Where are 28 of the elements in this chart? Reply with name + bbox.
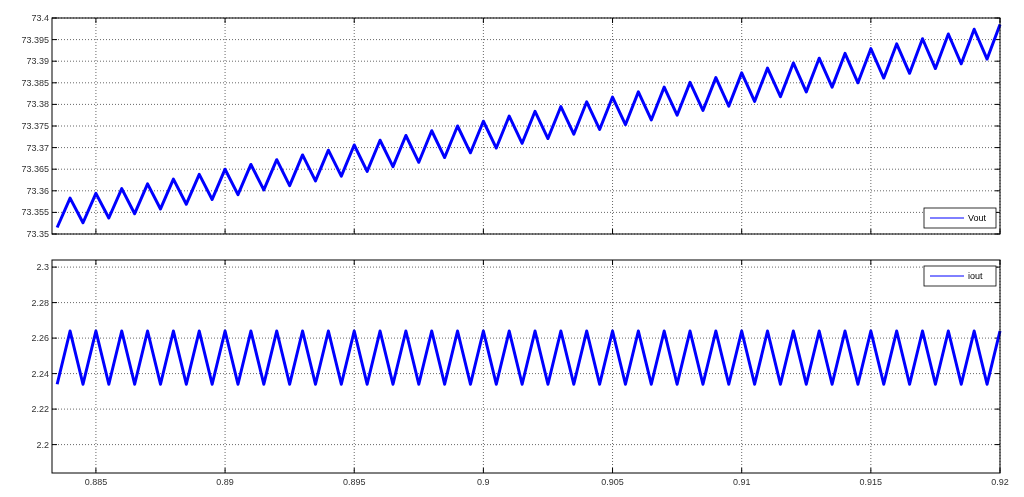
y-tick-label: 2.2 [36,439,49,450]
y-tick-label: 73.395 [21,34,49,45]
x-tick-label: 0.92 [991,477,1009,487]
x-tick-label: 0.885 [84,477,108,487]
y-tick-label: 73.38 [26,99,49,110]
y-tick-label: 73.375 [21,121,49,131]
x-tick-label: 0.9 [477,477,490,487]
y-tick-label: 2.22 [31,404,49,415]
y-tick-label: 2.26 [31,333,49,344]
x-tick-label: 0.915 [859,477,883,487]
y-tick-label: 73.35 [26,229,49,239]
x-tick-label: 0.89 [216,477,234,487]
y-tick-label: 73.355 [21,207,49,218]
legend-label: iout [968,271,984,281]
x-tick-label: 0.91 [732,477,751,487]
x-tick-label: 0.895 [342,477,366,487]
y-tick-label: 2.28 [31,297,49,308]
line-series [55,22,1002,230]
y-tick-label: 73.385 [21,77,49,88]
y-tick-label: 73.365 [21,164,49,175]
y-tick-label: 2.24 [31,368,49,379]
x-tick-label: 0.905 [601,477,624,487]
y-tick-label: 73.39 [26,56,49,67]
y-tick-label: 73.36 [26,185,49,196]
y-tick-label: 2.3 [36,262,49,273]
y-tick-label: 73.37 [26,142,49,153]
y-tick-label: 73.4 [31,13,49,23]
legend-label: Vout [968,213,987,223]
